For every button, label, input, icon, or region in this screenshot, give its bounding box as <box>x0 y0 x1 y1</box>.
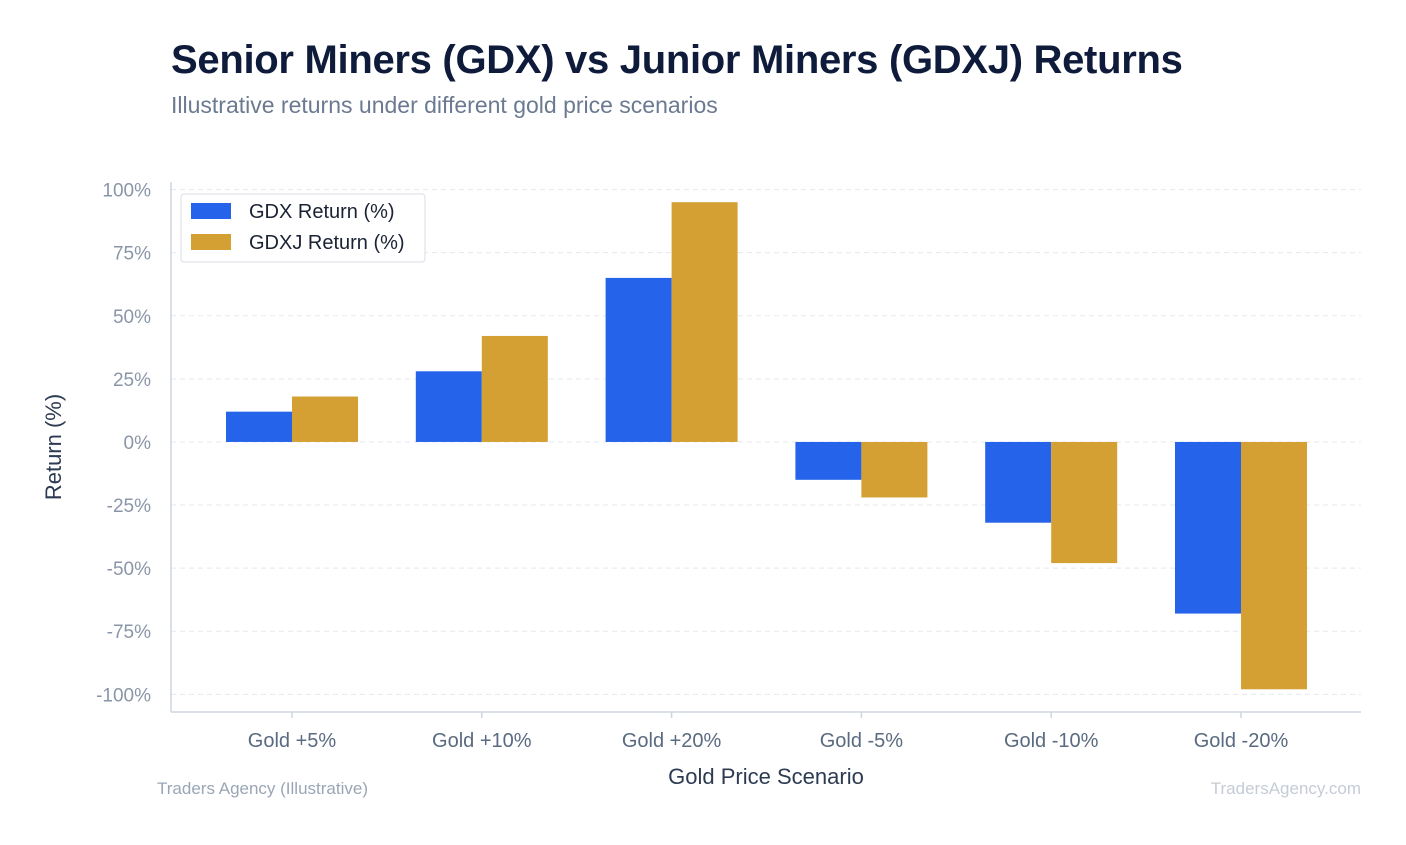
x-tick-label: Gold -5% <box>820 730 904 752</box>
y-tick-label: 100% <box>102 181 151 202</box>
gdx-bar-6 <box>1175 441 1241 614</box>
watermark: TradersAgency.com <box>1210 779 1361 798</box>
gdxj-bar-2 <box>481 335 548 442</box>
x-tick-label: Gold +10% <box>432 730 532 752</box>
gdx-bar-1 <box>226 411 292 442</box>
legend-swatch-gdxj <box>191 234 231 250</box>
y-tick-label: -50% <box>107 559 151 580</box>
x-tick-label: Gold -10% <box>1004 730 1099 752</box>
gdx-bar-5 <box>985 441 1052 523</box>
y-tick-label: 50% <box>113 307 151 328</box>
gdx-bar-3 <box>605 277 672 442</box>
gdxj-bar-6 <box>1241 441 1307 690</box>
x-axis-label: Gold Price Scenario <box>668 764 864 789</box>
chart-subtitle: Illustrative returns under different gol… <box>171 92 718 118</box>
source-note: Traders Agency (Illustrative) <box>157 779 368 798</box>
legend-label: GDXJ Return (%) <box>249 232 405 254</box>
gdxj-bar-4 <box>861 441 928 498</box>
gdx-bar-4 <box>795 441 862 480</box>
y-tick-label: 25% <box>113 370 151 391</box>
y-tick-label: -100% <box>96 685 151 706</box>
gdx-bar-2 <box>415 371 482 442</box>
gdxj-bar-3 <box>671 202 738 442</box>
y-axis-label: Return (%) <box>41 394 66 500</box>
chart-title: Senior Miners (GDX) vs Junior Miners (GD… <box>171 38 1183 82</box>
x-tick-label: Gold -20% <box>1194 730 1289 752</box>
y-tick-label: -75% <box>107 622 151 643</box>
y-tick-label: 0% <box>124 433 152 454</box>
y-tick-label: 75% <box>113 244 151 265</box>
legend-swatch-gdx <box>191 203 231 219</box>
x-tick-label: Gold +20% <box>622 730 722 752</box>
x-tick-label: Gold +5% <box>248 730 337 752</box>
legend-box <box>180 193 426 263</box>
gdxj-bar-5 <box>1051 441 1118 564</box>
legend-label: GDX Return (%) <box>249 201 395 223</box>
gdxj-bar-1 <box>292 396 358 442</box>
y-tick-label: -25% <box>107 496 151 517</box>
